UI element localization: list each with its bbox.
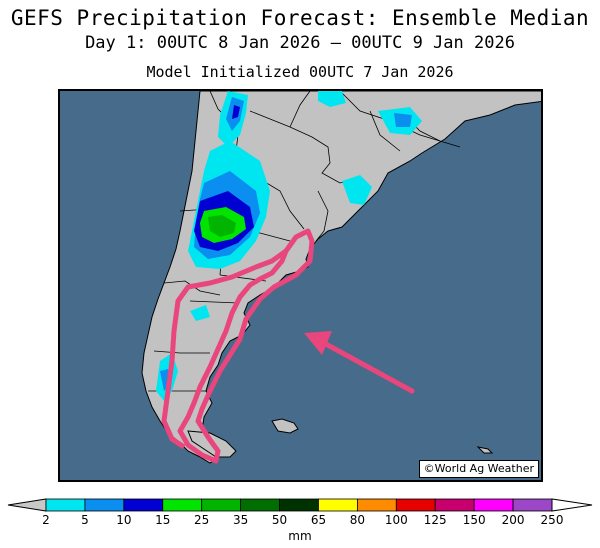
credit-label: ©World Ag Weather — [418, 460, 539, 478]
map-panel: ©World Ag Weather — [58, 89, 543, 482]
colorbar — [7, 498, 593, 512]
colorbar-swatch — [45, 498, 86, 512]
colorbar-swatch — [473, 498, 514, 512]
colorbar-over — [551, 498, 593, 512]
colorbar-tick-label: 10 — [116, 513, 132, 527]
colorbar-tick-label: 2 — [42, 513, 50, 527]
highlight-outline — [177, 228, 315, 464]
colorbar-tick-label: 5 — [81, 513, 89, 527]
init-line: Model Initialized 00UTC 7 Jan 2026 — [146, 63, 454, 81]
land-falklands — [271, 418, 299, 434]
colorbar-tick-label: 80 — [349, 513, 366, 527]
map-subtitle: Day 1: 00UTC 8 Jan 2026 — 00UTC 9 Jan 20… — [85, 33, 515, 53]
colorbar-swatch — [84, 498, 125, 512]
colorbar-swatch — [201, 498, 242, 512]
colorbar-tick-label: 200 — [501, 513, 525, 527]
colorbar-tick-label: 150 — [462, 513, 486, 527]
precip-shading — [156, 91, 422, 401]
land-south-georgia — [476, 446, 494, 454]
colorbar-tick-label: 25 — [194, 513, 210, 527]
map-title: GEFS Precipitation Forecast: Ensemble Me… — [10, 6, 590, 30]
colorbar-swatch — [318, 498, 358, 512]
annotation-arrow — [304, 331, 415, 394]
colorbar-tick-label: 250 — [540, 513, 564, 527]
colorbar-unit: mm — [288, 529, 312, 543]
colorbar-swatch — [279, 498, 319, 512]
colorbar-tick-label: 125 — [423, 513, 447, 527]
colorbar-swatch — [123, 498, 164, 512]
colorbar-swatch — [434, 498, 475, 512]
map-canvas — [60, 91, 541, 480]
colorbar-tick-label: 35 — [232, 513, 249, 527]
colorbar-swatch — [240, 498, 280, 512]
colorbar-swatch — [512, 498, 553, 512]
highlight-outline-north — [161, 248, 288, 450]
colorbar-swatch — [162, 498, 203, 512]
colorbar-under — [7, 498, 47, 512]
colorbar-tick-label: 15 — [155, 513, 171, 527]
colorbar-tick-label: 65 — [310, 513, 327, 527]
colorbar-tick-label: 100 — [384, 513, 408, 527]
colorbar-swatch — [356, 498, 397, 512]
colorbar-swatch — [395, 498, 436, 512]
colorbar-tick-label: 50 — [271, 513, 288, 527]
